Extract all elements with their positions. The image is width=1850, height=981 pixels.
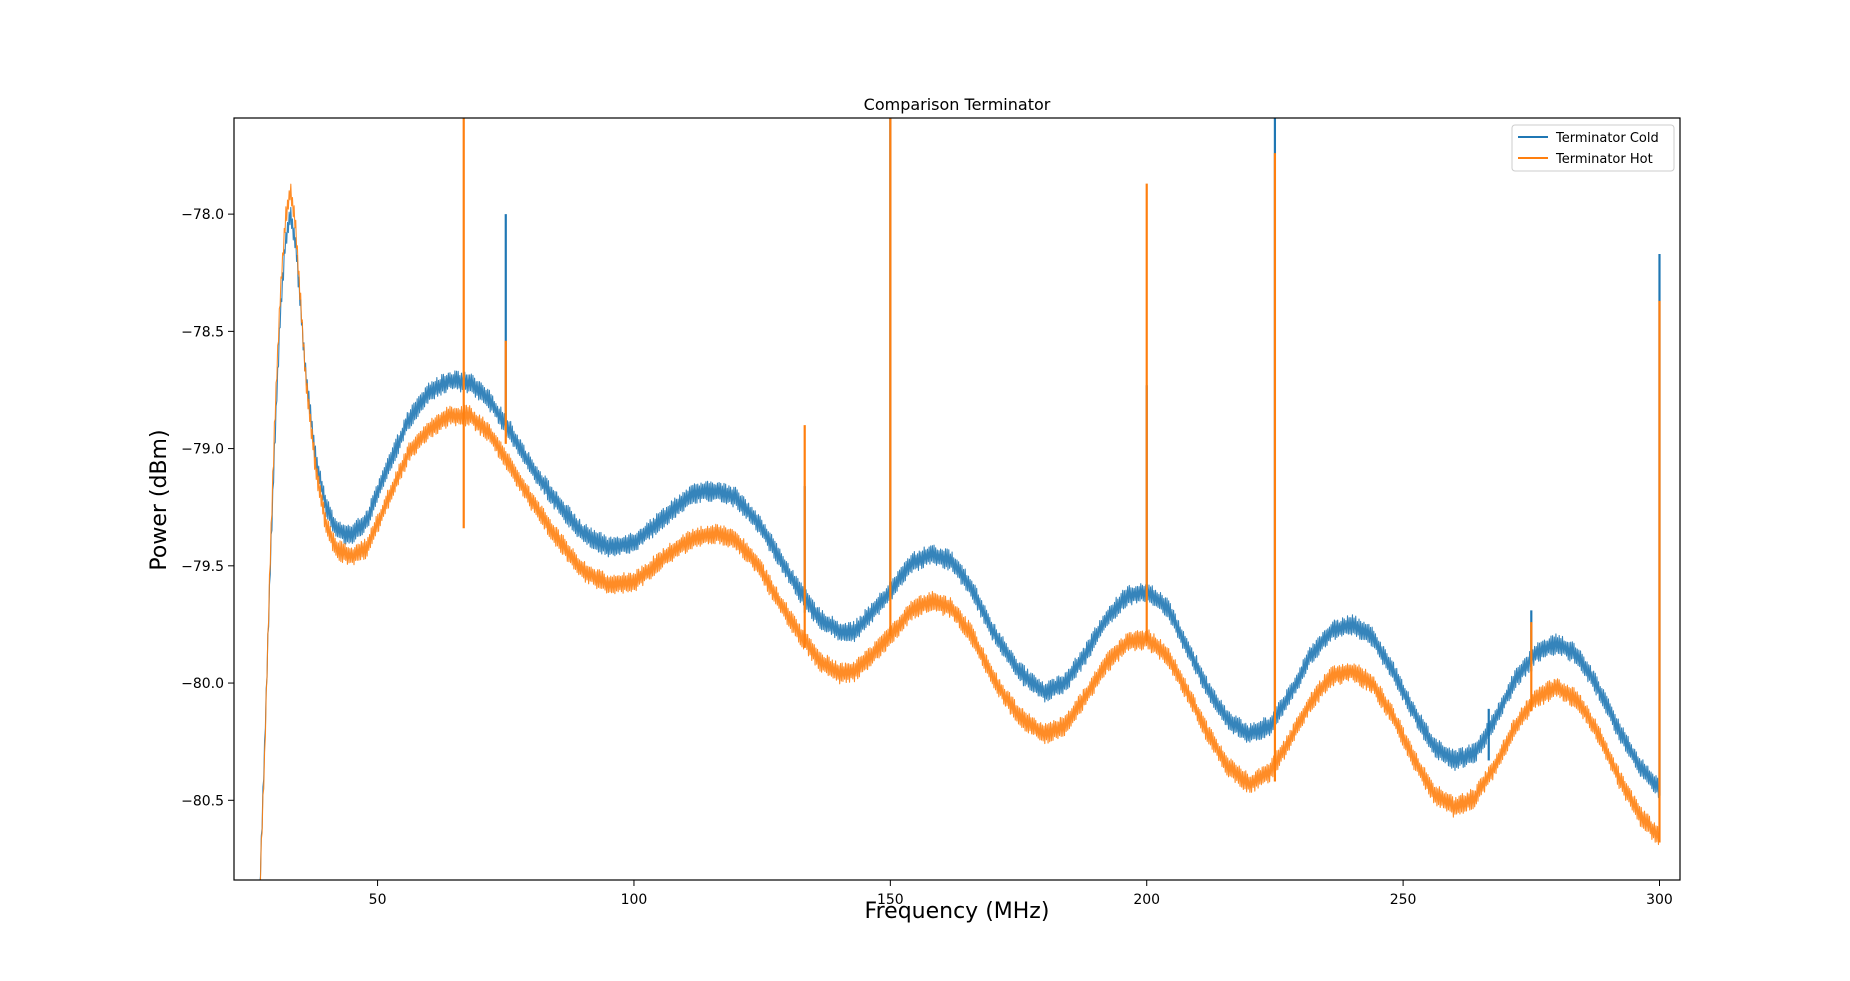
legend-box: [1511, 124, 1675, 172]
chart-title: Comparison Terminator: [864, 95, 1051, 114]
y-tick-label: −79.5: [181, 559, 224, 575]
x-tick-label: 100: [621, 892, 648, 908]
y-axis: −78.0 −78.5 −79.0 −79.5 −80.0 −80.5: [181, 207, 234, 809]
y-tick-label: −80.0: [181, 676, 224, 692]
y-tick-label: −78.0: [181, 207, 224, 223]
series-terminator-cold: [259, 206, 1660, 880]
x-tick-label: 250: [1390, 892, 1417, 908]
x-axis: 50 100 150 200 250 300: [369, 880, 1673, 908]
legend-label-terminator-hot: Terminator Hot: [1555, 152, 1653, 167]
x-tick-label: 150: [877, 892, 904, 908]
x-tick-label: 300: [1646, 892, 1673, 908]
y-axis-label: Power (dBm): [147, 429, 172, 570]
spikes: [462, 118, 1661, 843]
x-tick-label: 50: [369, 892, 387, 908]
x-tick-label: 200: [1133, 892, 1160, 908]
plot-area: [259, 118, 1661, 880]
x-axis-label: Frequency (MHz): [865, 899, 1050, 924]
series-terminator-hot: [259, 183, 1660, 880]
y-tick-label: −78.5: [181, 324, 224, 340]
y-tick-label: −79.0: [181, 442, 224, 458]
series-line-terminator-cold: [259, 206, 1660, 880]
legend-label-terminator-cold: Terminator Cold: [1555, 131, 1659, 146]
series-line-terminator-hot: [259, 183, 1660, 880]
y-tick-label: −80.5: [181, 793, 224, 809]
plot-frame: [233, 117, 1681, 881]
legend: Terminator Cold Terminator Hot: [1511, 124, 1675, 172]
